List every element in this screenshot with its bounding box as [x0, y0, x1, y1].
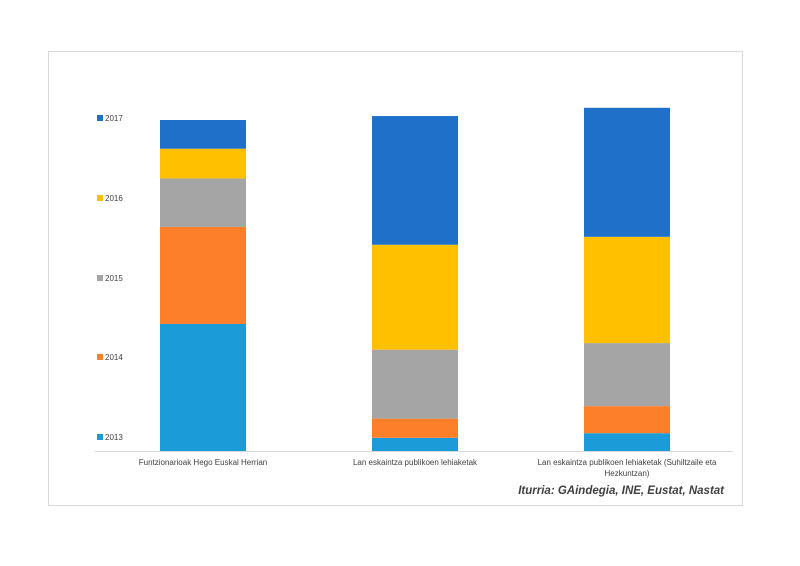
- legend-swatch-2013: [97, 434, 103, 440]
- category-labels: Funtzionarioak Hego Euskal Herrian Lan es…: [139, 458, 717, 478]
- bar-segment-2016-cat1: [160, 148, 246, 179]
- bar-segment-2015-cat1: [160, 178, 246, 227]
- legend-label-2016: 2016: [105, 194, 123, 203]
- legend-label-2013: 2013: [105, 433, 123, 442]
- category-label-2: Lan eskaintza publikoen lehiaketak: [353, 458, 478, 467]
- bar-segment-2016-cat3: [584, 236, 670, 344]
- bar-segment-2017-cat3: [584, 107, 670, 237]
- legend-swatch-2017: [97, 115, 103, 121]
- category-label-1: Funtzionarioak Hego Euskal Herrian: [139, 458, 268, 467]
- legend-label-2017: 2017: [105, 114, 123, 123]
- bar-segment-2015-cat2: [372, 349, 458, 419]
- bar-segment-2013-cat3: [584, 433, 670, 451]
- bar-segment-2017-cat2: [372, 116, 458, 245]
- legend: 2017 2016 2015 2014 2013: [97, 114, 123, 442]
- bars-group: [160, 107, 670, 451]
- legend-swatch-2016: [97, 195, 103, 201]
- category-label-3: Hezkuntzan): [605, 469, 650, 478]
- legend-swatch-2015: [97, 275, 103, 281]
- bar-segment-2015-cat3: [584, 343, 670, 407]
- source-note: Iturria: GAindegia, INE, Eustat, Nastat: [518, 485, 724, 497]
- bar-segment-2014-cat1: [160, 226, 246, 324]
- legend-swatch-2014: [97, 354, 103, 360]
- bar-segment-2013-cat1: [160, 323, 246, 451]
- bar-segment-2017-cat1: [160, 120, 246, 149]
- legend-label-2015: 2015: [105, 274, 123, 283]
- bar-segment-2016-cat2: [372, 244, 458, 350]
- bar-segment-2014-cat2: [372, 418, 458, 438]
- category-label-3: Lan eskaintza publikoen lehiaketak (Suhi…: [538, 458, 717, 467]
- bar-segment-2013-cat2: [372, 437, 458, 451]
- bar-segment-2014-cat3: [584, 406, 670, 434]
- legend-label-2014: 2014: [105, 353, 123, 362]
